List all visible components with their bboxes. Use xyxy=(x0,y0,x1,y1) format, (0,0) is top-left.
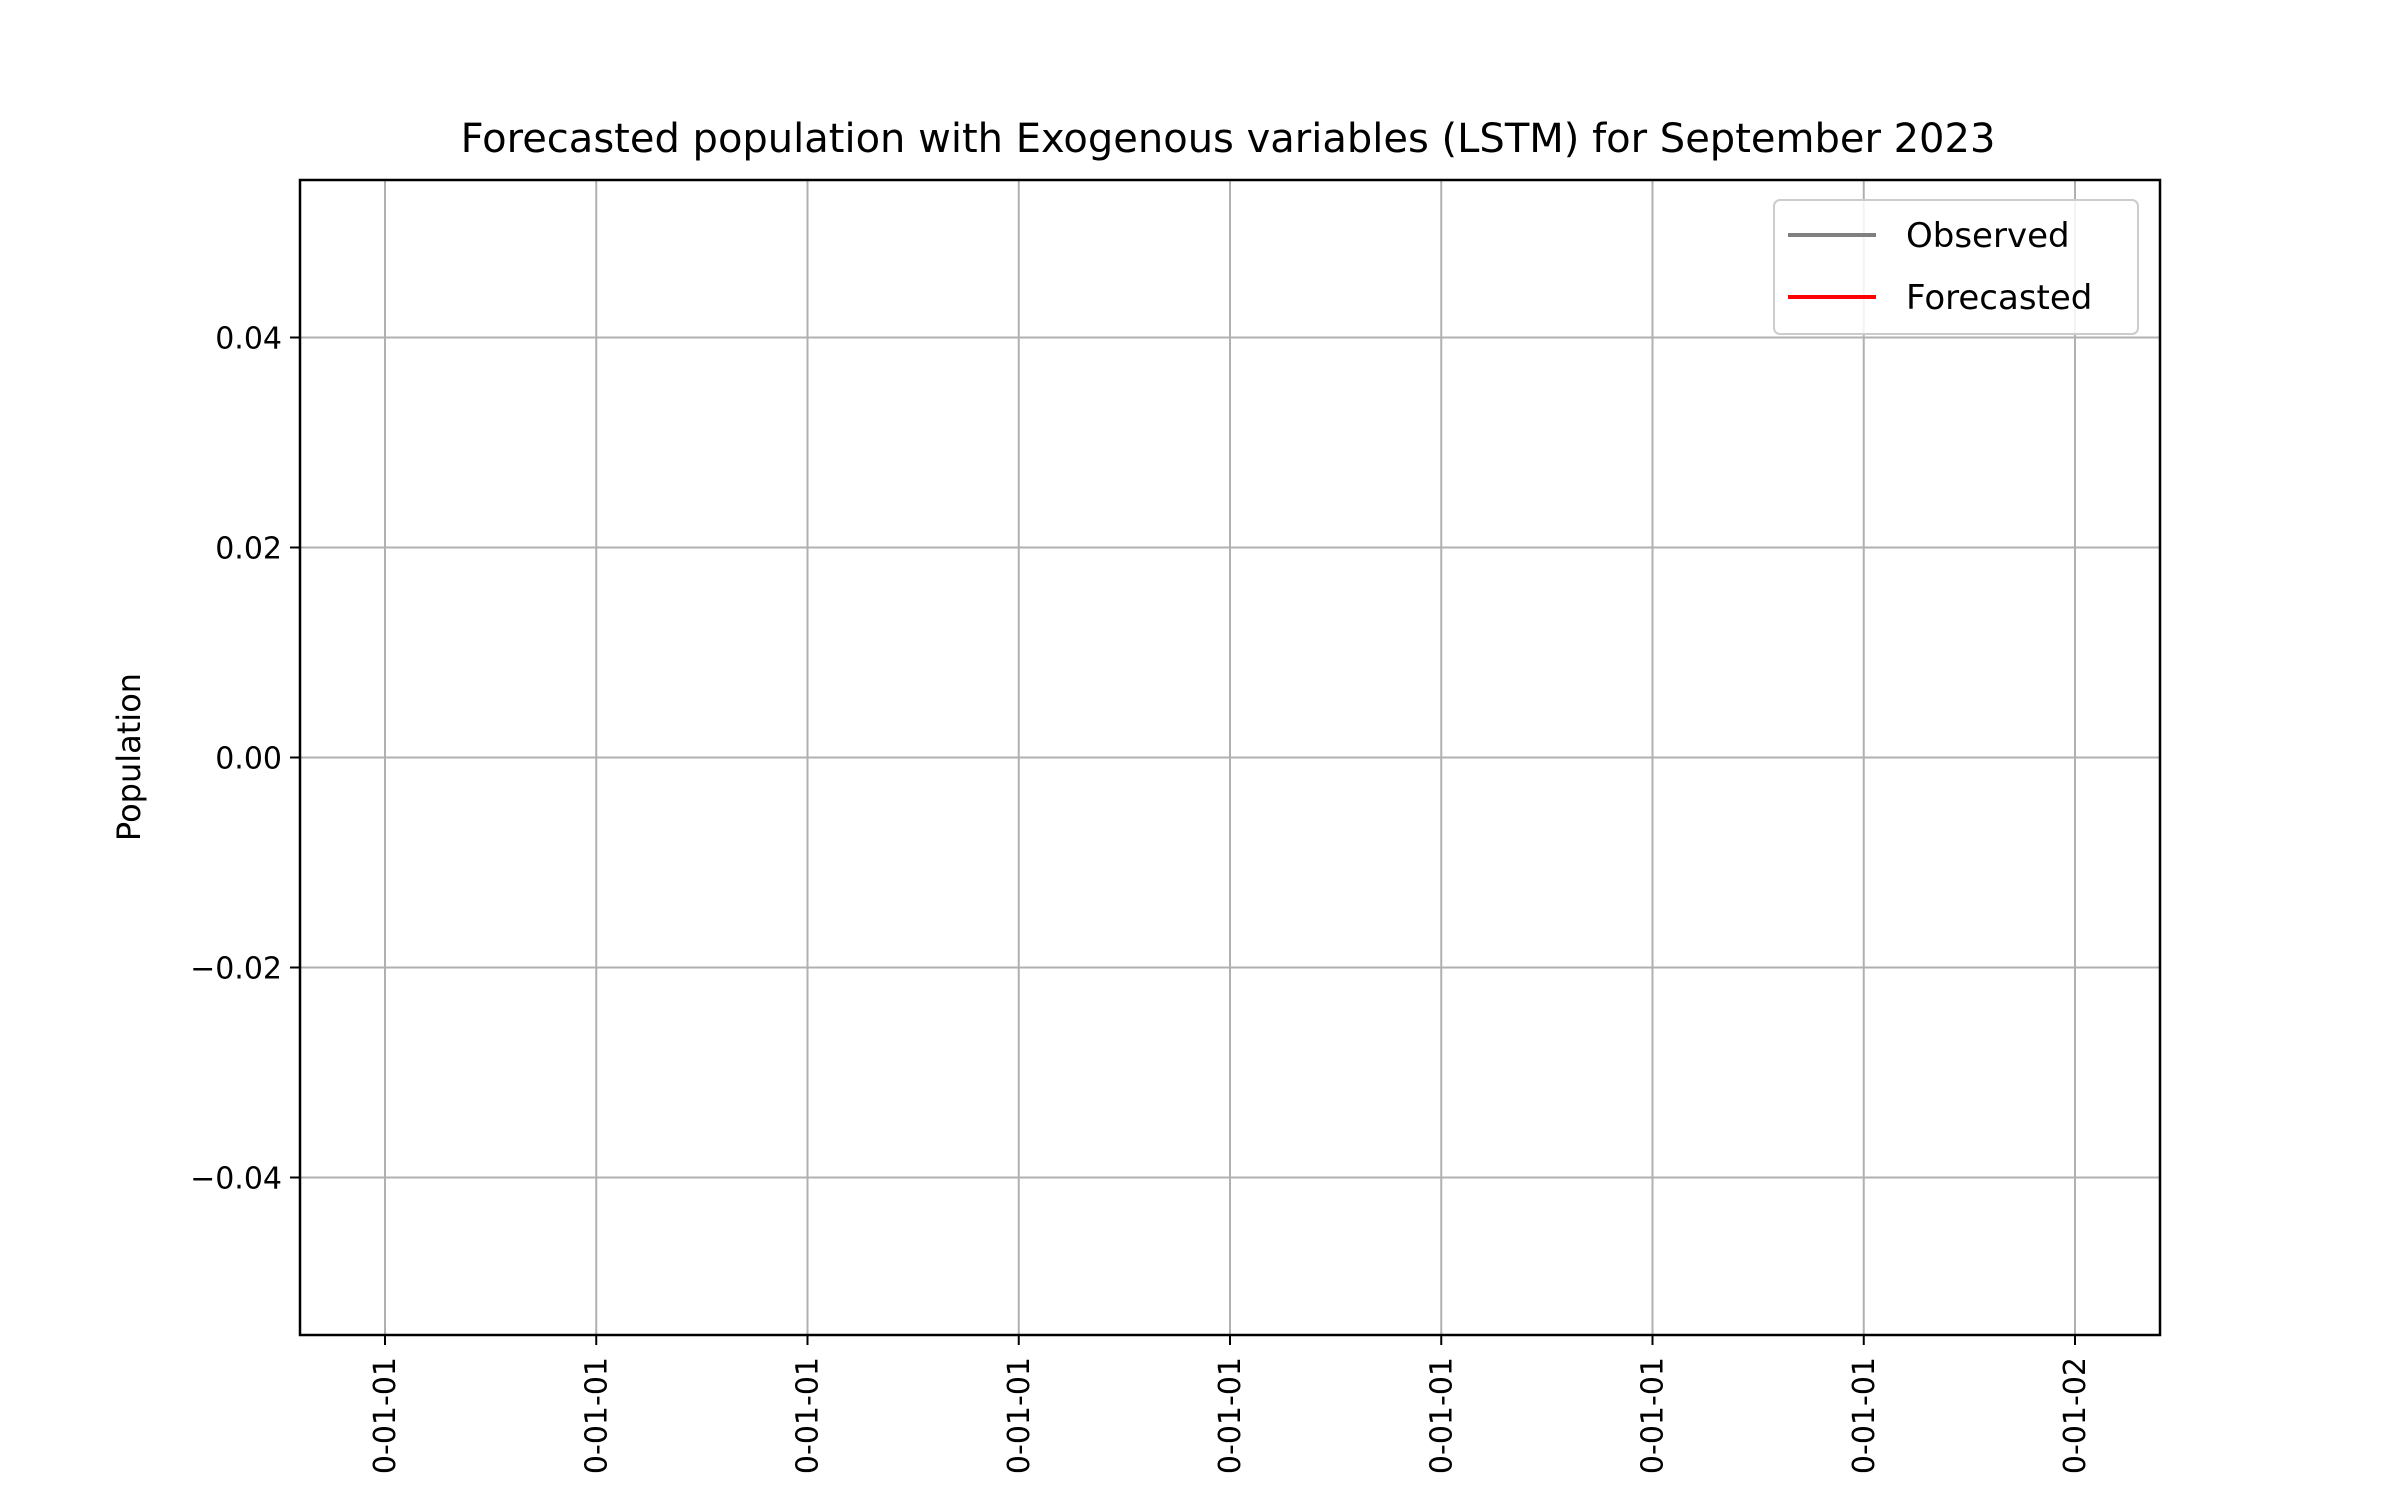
x-tick-label: 0-01-01 xyxy=(1636,1357,1671,1474)
y-tick-label: 0.02 xyxy=(215,532,282,567)
x-tick-label: 0-01-01 xyxy=(1847,1357,1882,1474)
x-tick-label: 0-01-01 xyxy=(1213,1357,1248,1474)
x-tick-label: 0-01-01 xyxy=(368,1357,403,1474)
y-axis-label: Population xyxy=(110,673,148,841)
x-axis-ticks: 0-01-01 0-01-01 0-01-01 0-01-01 0-01-01 0-01-… xyxy=(368,1335,2093,1474)
grid-lines xyxy=(300,180,2160,1335)
x-tick-label: 0-01-02 xyxy=(2058,1357,2093,1474)
x-tick-label: 0-01-01 xyxy=(579,1357,614,1474)
y-axis-ticks: −0.04 −0.02 0.00 0.02 0.04 xyxy=(190,322,300,1197)
y-tick-label: 0.00 xyxy=(215,742,282,777)
x-tick-label: 0-01-01 xyxy=(1424,1357,1459,1474)
y-tick-label: 0.04 xyxy=(215,322,282,357)
y-tick-label: −0.02 xyxy=(190,952,282,987)
x-tick-label: 0-01-01 xyxy=(791,1357,826,1474)
legend: Observed Forecasted xyxy=(1773,199,2139,335)
chart-title: Forecasted population with Exogenous var… xyxy=(461,116,1996,162)
x-tick-label: 0-01-01 xyxy=(1002,1357,1037,1474)
legend-label-observed: Observed xyxy=(1906,216,2070,256)
legend-label-forecasted: Forecasted xyxy=(1906,278,2092,318)
y-tick-label: −0.04 xyxy=(190,1162,282,1197)
